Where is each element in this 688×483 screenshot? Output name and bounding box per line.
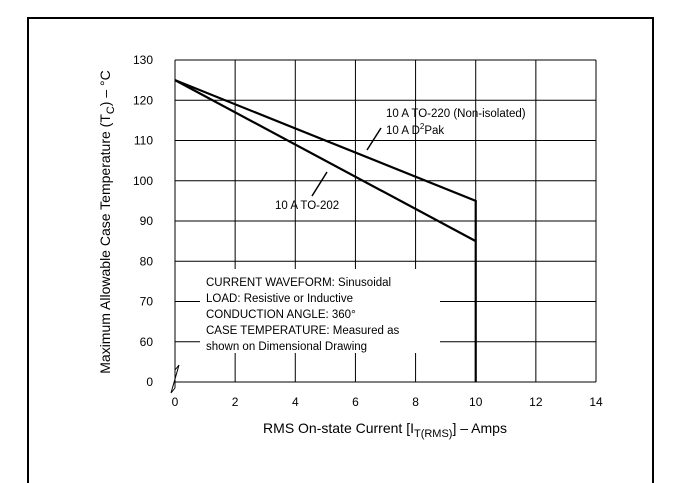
note-line: CASE TEMPERATURE: Measured as (206, 325, 399, 337)
notes-box (200, 269, 440, 353)
chart-frame (27, 17, 654, 483)
series-labels: 10 A TO-220 (Non-isolated) 10 A D2Pak 10 A… (275, 108, 526, 212)
x-tick-label: 6 (352, 395, 359, 409)
y-tick-label: 110 (134, 134, 153, 148)
series-label-d2pak: 10 A D2Pak (386, 122, 444, 137)
x-tick-label: 12 (529, 395, 543, 409)
series-line-1 (174, 79, 477, 243)
x-tick-label: 2 (232, 395, 239, 409)
y-tick-label: 80 (140, 254, 154, 268)
y-tick-label: 120 (133, 93, 153, 107)
note-line: CURRENT WAVEFORM: Sinusoidal (206, 277, 391, 289)
conditions-note: CURRENT WAVEFORM: Sinusoidal LOAD: Resist… (206, 277, 399, 353)
x-tick-label: 0 (172, 395, 179, 409)
y-tick-label: 130 (133, 53, 153, 67)
y-tick-label: 60 (140, 335, 154, 349)
x-tick-label: 4 (292, 395, 299, 409)
y-axis-title: Maximum Allowable Case Temperature (TC) … (97, 70, 117, 374)
x-axis-title: RMS On-state Current [IT(RMS)] – Amps (263, 420, 507, 440)
note-line: LOAD: Resistive or Inductive (206, 293, 353, 305)
y-tick-label: 70 (140, 295, 154, 309)
note-line: CONDUCTION ANGLE: 360° (206, 309, 356, 321)
x-tick-label: 14 (589, 395, 603, 409)
series-label-to202: 10 A TO-202 (275, 200, 339, 212)
series-line-0 (174, 79, 477, 382)
y-tick-label: 0 (146, 375, 153, 389)
leader-line-d2pak (366, 127, 382, 151)
x-tick-label: 10 (469, 395, 483, 409)
tick-labels: 0 2 4 6 8 10 12 14 0 60 70 80 90 100 110 120 130 (133, 53, 603, 409)
series-label-to220: 10 A TO-220 (Non-isolated) (386, 108, 526, 120)
note-line: shown on Dimensional Drawing (206, 341, 367, 353)
x-tick-label: 8 (412, 395, 419, 409)
y-tick-label: 100 (133, 174, 153, 188)
series-lines (174, 79, 477, 382)
axis-titles: RMS On-state Current [IT(RMS)] – Amps Max… (97, 70, 507, 440)
y-tick-label: 90 (140, 214, 154, 228)
leader-line-to202 (311, 171, 328, 197)
